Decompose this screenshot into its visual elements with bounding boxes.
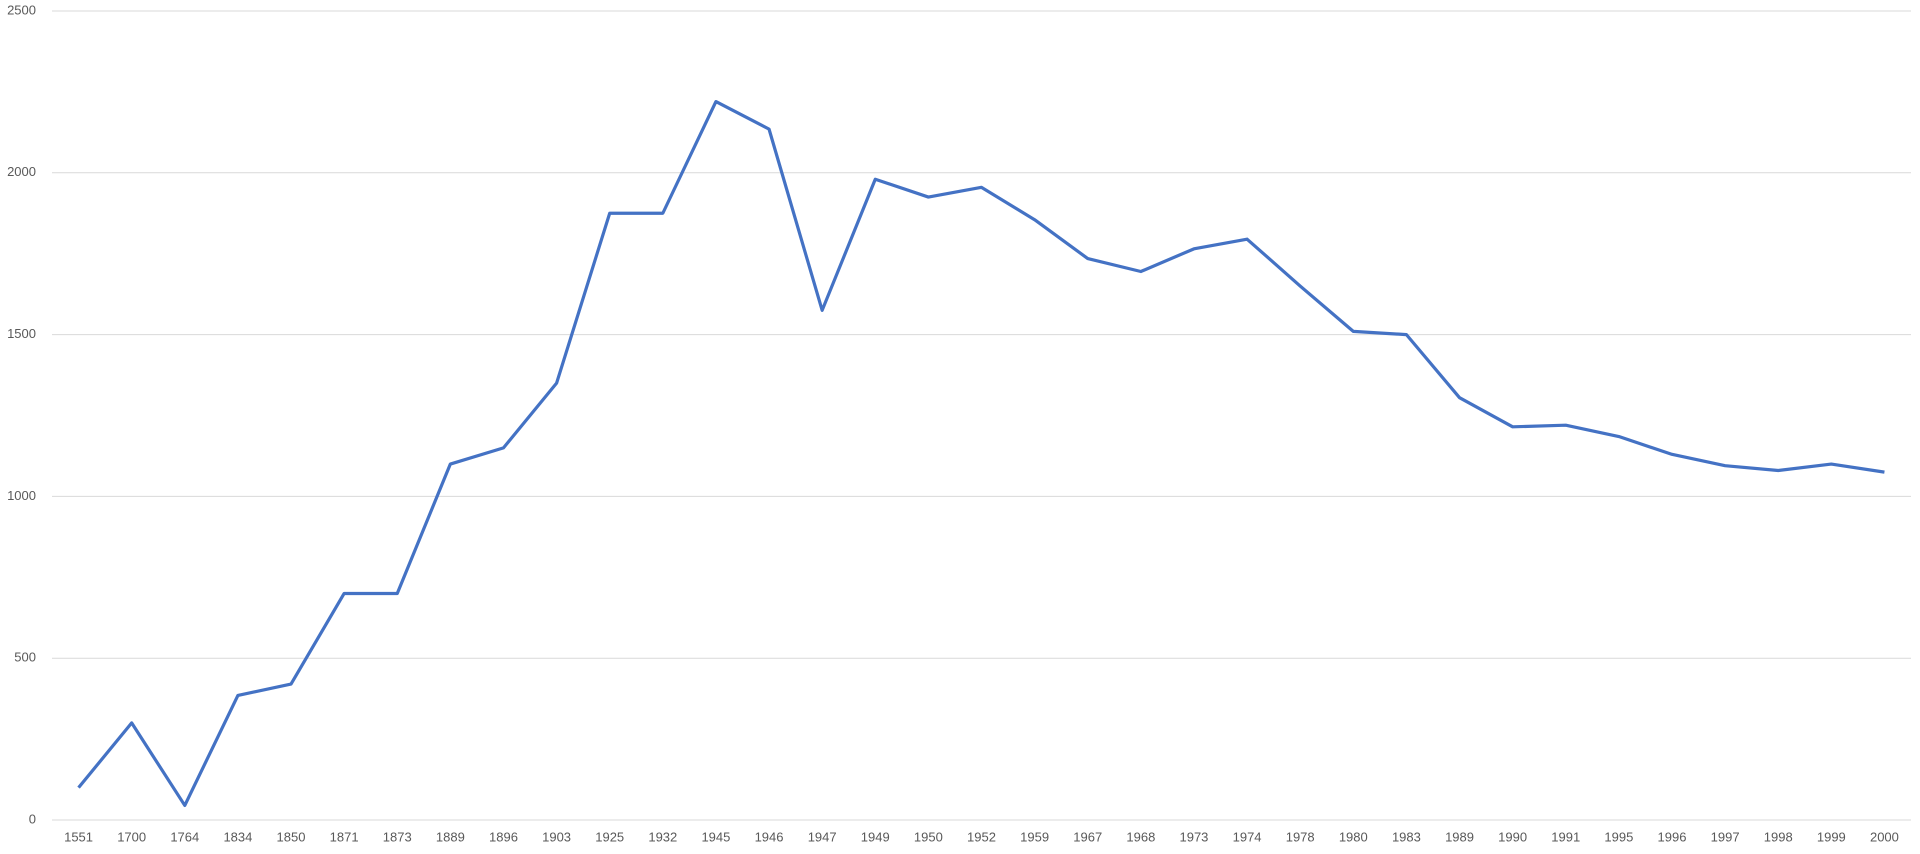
x-tick-label: 1998 <box>1764 829 1793 844</box>
x-tick-label: 1967 <box>1073 829 1102 844</box>
x-tick-label: 1991 <box>1551 829 1580 844</box>
x-tick-label: 1950 <box>914 829 943 844</box>
x-tick-label: 1896 <box>489 829 518 844</box>
x-tick-label: 1700 <box>117 829 146 844</box>
x-tick-label: 1551 <box>64 829 93 844</box>
y-tick-label: 500 <box>14 650 36 665</box>
x-tick-label: 1996 <box>1658 829 1687 844</box>
data-line <box>77 100 1885 808</box>
x-tick-label: 1997 <box>1711 829 1740 844</box>
x-tick-label: 1974 <box>1233 829 1262 844</box>
x-tick-label: 1834 <box>223 829 252 844</box>
y-tick-label: 1000 <box>7 488 36 503</box>
x-tick-label: 1945 <box>701 829 730 844</box>
x-tick-label: 1932 <box>648 829 677 844</box>
x-tick-label: 1968 <box>1126 829 1155 844</box>
x-tick-label: 1983 <box>1392 829 1421 844</box>
x-tick-label: 1925 <box>595 829 624 844</box>
x-tick-label: 1999 <box>1817 829 1846 844</box>
x-tick-label: 1952 <box>967 829 996 844</box>
x-tick-label: 1990 <box>1498 829 1527 844</box>
y-tick-label: 2000 <box>7 164 36 179</box>
x-tick-label: 1980 <box>1339 829 1368 844</box>
x-tick-label: 1989 <box>1445 829 1474 844</box>
x-tick-label: 1873 <box>383 829 412 844</box>
x-tick-label: 1949 <box>861 829 890 844</box>
x-tick-label: 1959 <box>1020 829 1049 844</box>
x-tick-label: 1947 <box>808 829 837 844</box>
x-tick-label: 1871 <box>330 829 359 844</box>
x-tick-label: 1850 <box>277 829 306 844</box>
x-tick-label: 1889 <box>436 829 465 844</box>
x-tick-label: 1946 <box>755 829 784 844</box>
x-tick-label: 1903 <box>542 829 571 844</box>
x-tick-label: 2000 <box>1870 829 1899 844</box>
y-tick-label: 2500 <box>7 2 36 17</box>
x-tick-label: 1764 <box>170 829 199 844</box>
x-tick-label: 1973 <box>1179 829 1208 844</box>
y-tick-label: 1500 <box>7 326 36 341</box>
x-tick-label: 1995 <box>1604 829 1633 844</box>
x-tick-label: 1978 <box>1286 829 1315 844</box>
y-tick-label: 0 <box>29 811 36 826</box>
